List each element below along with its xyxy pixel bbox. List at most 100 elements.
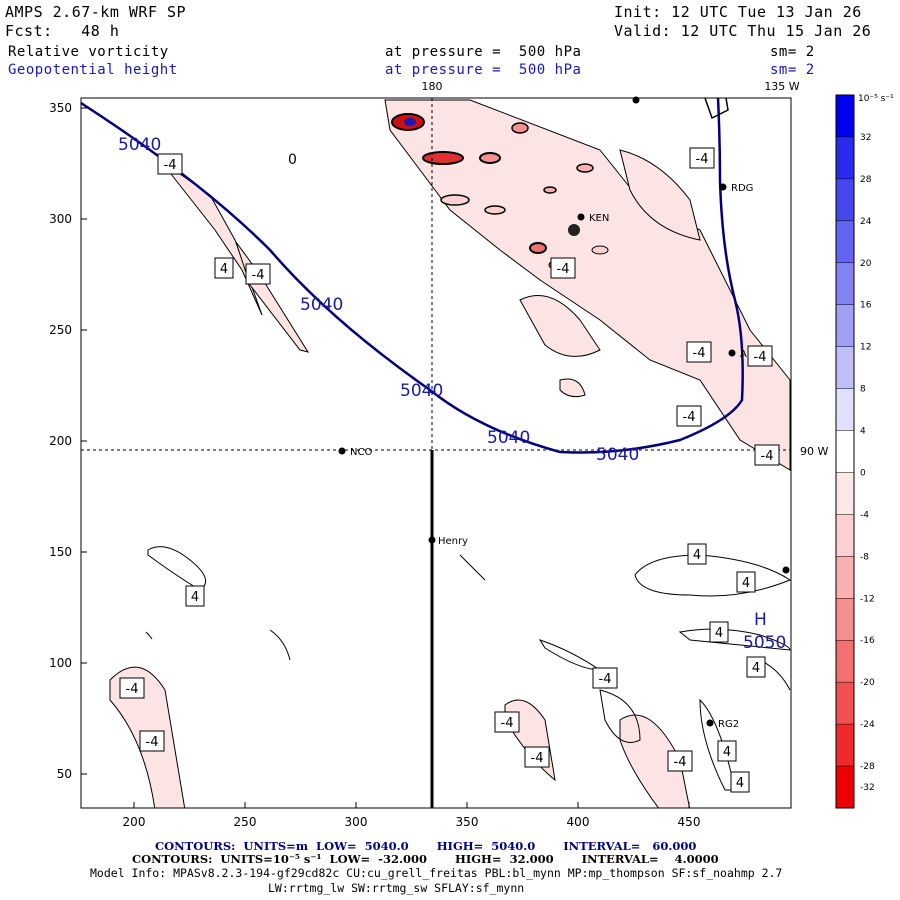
colorbar-label: 28 (860, 175, 872, 185)
colorbar-label: -16 (860, 636, 875, 646)
lon-label-135w: 135 W (764, 80, 799, 93)
station-rg2: RG2 (718, 719, 739, 730)
colorbar-label: 20 (860, 259, 872, 269)
vorticity-labels: -4 -4 4 -4 -4 -4 -4 -4 -4 4 4 4 4 4 -4 -… (119, 147, 780, 793)
station-nco: NCO (350, 447, 372, 458)
model-info-physics: LW:rrtmg_lw SW:rrtmg_sw SFLAY:sf_mynn (268, 881, 525, 895)
smoothing-height: sm= 2 (770, 62, 815, 78)
vort-label: -4 (501, 716, 514, 731)
vort-label: 4 (191, 590, 199, 605)
y-tick-label: 300 (49, 212, 72, 226)
colorbar-swatch (836, 346, 854, 390)
plot-frame (80, 97, 792, 809)
colorbar-swatch (836, 388, 854, 432)
vort-label: 4 (220, 262, 228, 277)
init-time: Init: 12 UTC Tue 13 Jan 26 (614, 3, 862, 21)
lon-label-180: 180 (422, 80, 443, 93)
colorbar-swatch (836, 766, 854, 809)
x-tick-label: 350 (456, 815, 479, 829)
colorbar-swatch (836, 598, 854, 641)
colorbar-label: 8 (860, 385, 866, 395)
vort-label: -4 (164, 158, 177, 173)
colorbar-label: -12 (860, 594, 875, 604)
colorbar-label: -8 (860, 552, 869, 562)
colorbar-swatch (836, 556, 854, 599)
vort-label: 4 (693, 548, 701, 563)
field-title-vorticity: Relative vorticity (8, 44, 169, 60)
colorbar-label: -20 (860, 678, 875, 688)
model-info: Model Info: MPASv8.2.3-194-gf29cd82c CU:… (90, 866, 783, 880)
colorbar-swatch (836, 95, 854, 138)
vort-label: -4 (531, 751, 544, 766)
colorbar-label: -4 (860, 510, 869, 520)
colorbar-label: -28 (860, 762, 875, 772)
colorbar-swatch (836, 178, 854, 222)
height-label: 5040 (118, 135, 161, 155)
x-tick-label: 300 (345, 815, 368, 829)
positive-vorticity-contours (145, 546, 791, 791)
field-title-height: Geopotential height (8, 62, 178, 78)
colorbar-swatch (836, 640, 854, 683)
vort-label: -4 (126, 682, 139, 697)
vort-label: -4 (557, 262, 570, 277)
colorbar-swatch (836, 682, 854, 725)
contours-height-info: CONTOURS: UNITS=m LOW= 5040.0 HIGH= 5040… (155, 839, 697, 853)
colorbar-label: 24 (860, 217, 872, 227)
x-tick-label: 450 (678, 815, 701, 829)
x-tick-label: 400 (567, 815, 590, 829)
y-tick-label: 200 (49, 434, 72, 448)
vort-label: 4 (715, 626, 723, 641)
contours-vorticity-info: CONTOURS: UNITS=10⁻⁵ s⁻¹ LOW= -32.000 HI… (132, 852, 719, 866)
colorbar-swatch (836, 304, 854, 348)
vorticity-shading (109, 99, 791, 808)
geopotential-height-contour-5040 (81, 98, 744, 454)
height-label: 5040 (300, 295, 343, 315)
pressure-level-height: at pressure = 500 hPa (385, 62, 582, 78)
colorbar-label: 0 (860, 468, 866, 478)
x-tick-label: 200 (123, 815, 146, 829)
colorbar-label: 4 (860, 427, 866, 437)
lat-label-90w: 90 W (800, 445, 828, 458)
smoothing-vorticity: sm= 2 (770, 44, 815, 60)
forecast-hour: Fcst: 48 h (5, 22, 120, 40)
y-axis: 350 300 250 200 150 100 50 (49, 101, 87, 781)
high-marker: H (754, 610, 767, 630)
colorbar-label: 12 (860, 343, 871, 353)
colorbar-swatch (836, 724, 854, 767)
colorbar-label: 32 (860, 133, 871, 143)
height-label: 5040 (400, 381, 443, 401)
y-tick-label: 100 (49, 656, 72, 670)
station-henry: Henry (438, 536, 468, 547)
colorbar-swatch (836, 472, 854, 515)
vort-label: 4 (742, 576, 750, 591)
vort-label: -4 (683, 410, 696, 425)
vorticity-extremes (391, 113, 609, 270)
y-tick-label: 150 (49, 545, 72, 559)
height-label: 5040 (596, 445, 639, 465)
vort-label: 4 (723, 745, 731, 760)
colorbar-swatch (836, 430, 854, 473)
y-tick-label: 50 (57, 767, 72, 781)
colorbar-swatch (836, 220, 854, 264)
y-tick-label: 350 (49, 101, 72, 115)
valid-time: Valid: 12 UTC Thu 15 Jan 26 (614, 22, 872, 40)
colorbar-swatch (836, 262, 854, 306)
vort-label: -4 (696, 152, 709, 167)
colorbar-label: 16 (860, 301, 872, 311)
model-title: AMPS 2.67-km WRF SP (5, 3, 187, 21)
coastline (704, 98, 729, 120)
vort-label: -4 (754, 350, 767, 365)
colorbar: 10⁻⁵ s⁻¹ 32 28 24 20 16 12 8 4 0 -4 -8 -12 -16 -20 -24… (835, 94, 894, 809)
vort-label: -4 (693, 346, 706, 361)
height-label: 5040 (487, 428, 530, 448)
colorbar-swatch (836, 136, 854, 180)
colorbar-unit: 10⁻⁵ s⁻¹ (858, 94, 894, 104)
vort-label: -4 (252, 268, 265, 283)
vort-label: 4 (736, 776, 744, 791)
x-axis: 200 250 300 350 400 450 (123, 802, 701, 829)
y-tick-label: 250 (49, 323, 72, 337)
x-tick-label: 250 (234, 815, 257, 829)
zero-label: 0 (288, 152, 297, 168)
height-label: 5050 (743, 633, 786, 653)
height-labels: 5040 5040 5040 5040 5040 5050 H (118, 135, 786, 653)
